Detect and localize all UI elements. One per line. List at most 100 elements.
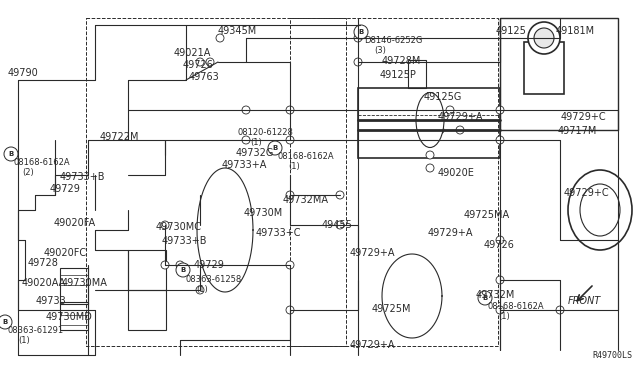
Ellipse shape	[416, 93, 444, 148]
Text: 49733+A: 49733+A	[222, 160, 268, 170]
Bar	[60, 302, 88, 330]
Text: 49733+C: 49733+C	[256, 228, 301, 238]
Circle shape	[446, 106, 454, 114]
Text: (1): (1)	[288, 162, 300, 171]
Ellipse shape	[568, 170, 632, 250]
Text: (1): (1)	[250, 138, 262, 147]
Text: 49729+C: 49729+C	[561, 112, 607, 122]
Text: 49732MA: 49732MA	[283, 195, 329, 205]
Text: 49733: 49733	[36, 296, 67, 306]
Circle shape	[242, 136, 250, 144]
Text: 49730M: 49730M	[244, 208, 284, 218]
Text: 49729: 49729	[50, 184, 81, 194]
Text: 49125P: 49125P	[380, 70, 417, 80]
Text: 08168-6162A: 08168-6162A	[14, 158, 70, 167]
Circle shape	[496, 236, 504, 244]
Text: 49730MC: 49730MC	[156, 222, 202, 232]
Circle shape	[0, 315, 12, 329]
Text: 08363-61291: 08363-61291	[8, 326, 64, 335]
Text: 49725M: 49725M	[372, 304, 412, 314]
Text: 49726: 49726	[183, 60, 214, 70]
Circle shape	[286, 106, 294, 114]
Text: B: B	[358, 29, 364, 35]
Text: (1): (1)	[498, 312, 509, 321]
Bar	[524, 42, 564, 94]
Text: 08168-6162A: 08168-6162A	[488, 302, 545, 311]
Text: 49728: 49728	[28, 258, 59, 268]
Text: B: B	[180, 267, 186, 273]
Text: 49345M: 49345M	[218, 26, 257, 36]
Circle shape	[176, 263, 190, 277]
Text: 49733+B: 49733+B	[60, 172, 106, 182]
Circle shape	[242, 106, 250, 114]
Circle shape	[196, 286, 204, 294]
Text: D8146-6252G: D8146-6252G	[364, 36, 422, 45]
Text: (2): (2)	[22, 168, 34, 177]
Text: 49729+C: 49729+C	[564, 188, 610, 198]
Bar	[500, 18, 618, 130]
Text: 49763: 49763	[189, 72, 220, 82]
Text: 49125G: 49125G	[424, 92, 462, 102]
Ellipse shape	[580, 184, 620, 236]
Text: FRONT: FRONT	[568, 296, 601, 306]
Circle shape	[161, 261, 169, 269]
Text: 49717M: 49717M	[558, 126, 597, 136]
Circle shape	[426, 106, 434, 114]
Circle shape	[354, 25, 368, 39]
Circle shape	[176, 261, 184, 269]
Circle shape	[456, 126, 464, 134]
Circle shape	[426, 151, 434, 159]
Text: 08120-61228: 08120-61228	[238, 128, 294, 137]
Bar	[128, 290, 166, 330]
Bar	[408, 60, 426, 88]
Text: 49722M: 49722M	[100, 132, 140, 142]
Circle shape	[426, 164, 434, 172]
Circle shape	[336, 191, 344, 199]
Text: 08168-6162A: 08168-6162A	[278, 152, 335, 161]
Circle shape	[478, 291, 492, 305]
Bar	[86, 18, 346, 346]
Circle shape	[528, 22, 560, 54]
Text: 49125: 49125	[496, 26, 527, 36]
Text: R49700LS: R49700LS	[592, 351, 632, 360]
Text: 49728M: 49728M	[382, 56, 421, 66]
Circle shape	[196, 58, 204, 66]
Text: (1): (1)	[196, 285, 208, 294]
Text: 49732M: 49732M	[476, 290, 515, 300]
Text: B: B	[483, 295, 488, 301]
Circle shape	[496, 136, 504, 144]
Text: (1): (1)	[18, 336, 29, 345]
Text: 49733+B: 49733+B	[162, 236, 207, 246]
Circle shape	[206, 58, 214, 66]
Circle shape	[496, 276, 504, 284]
Text: 49020E: 49020E	[438, 168, 475, 178]
Text: 49790: 49790	[8, 68, 39, 78]
Text: B: B	[273, 145, 278, 151]
Text: 49181M: 49181M	[556, 26, 595, 36]
Circle shape	[534, 28, 554, 48]
Text: 49021A: 49021A	[174, 48, 211, 58]
Text: (3): (3)	[374, 46, 386, 55]
Circle shape	[354, 34, 362, 42]
Circle shape	[286, 306, 294, 314]
Circle shape	[496, 306, 504, 314]
Text: 49726: 49726	[484, 240, 515, 250]
Text: 49732G: 49732G	[236, 148, 275, 158]
Circle shape	[556, 306, 564, 314]
Circle shape	[286, 191, 294, 199]
Text: 49020FA: 49020FA	[54, 218, 96, 228]
Text: 08363-61258: 08363-61258	[186, 275, 243, 284]
Bar	[60, 268, 88, 304]
Text: 49020AA: 49020AA	[22, 278, 67, 288]
Circle shape	[268, 141, 282, 155]
Bar	[358, 88, 500, 158]
Circle shape	[286, 261, 294, 269]
Text: 49729+A: 49729+A	[350, 340, 396, 350]
Text: 49729+A: 49729+A	[438, 112, 483, 122]
Circle shape	[216, 34, 224, 42]
Circle shape	[354, 58, 362, 66]
Text: 49455: 49455	[322, 220, 353, 230]
Text: B: B	[3, 319, 8, 325]
Circle shape	[436, 126, 444, 134]
Circle shape	[161, 221, 169, 229]
